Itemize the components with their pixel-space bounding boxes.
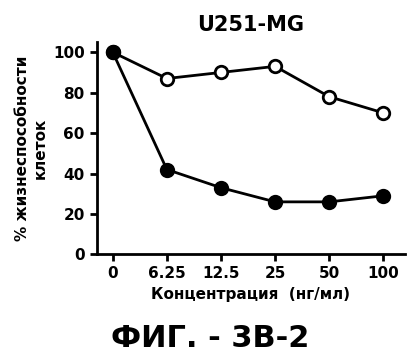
Y-axis label: % жизнеспособности
клеток: % жизнеспособности клеток: [15, 55, 47, 241]
Title: U251-MG: U251-MG: [197, 15, 304, 35]
X-axis label: Концентрация  (нг/мл): Концентрация (нг/мл): [151, 287, 350, 302]
Text: ФИГ. - 3В-2: ФИГ. - 3В-2: [111, 324, 309, 353]
